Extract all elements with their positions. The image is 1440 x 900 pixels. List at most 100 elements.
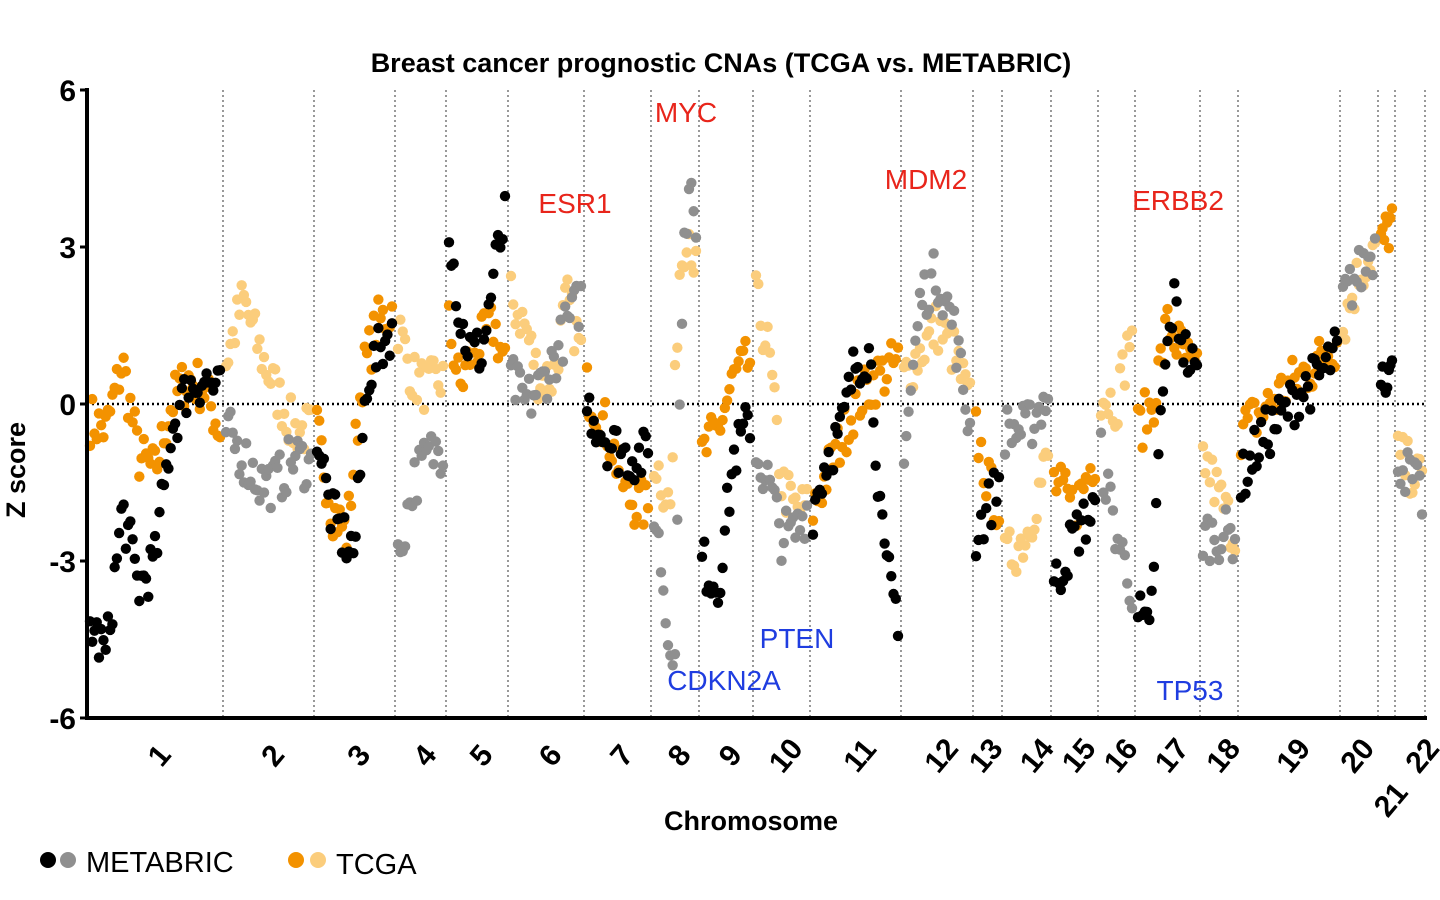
metabric-point-chr17 xyxy=(1157,386,1169,397)
metabric-point-chr14 xyxy=(1015,429,1027,440)
metabric-point-chr1 xyxy=(174,399,185,411)
metabric-point-chr2 xyxy=(274,449,285,460)
metabric-point-chr8 xyxy=(658,585,669,596)
metabric-point-chr22 xyxy=(1395,478,1406,489)
metabric-point-chr19 xyxy=(1329,326,1340,337)
metabric-point-chr1 xyxy=(208,385,219,396)
metabric-point-chr2 xyxy=(227,427,238,438)
legend-tcga-label: TCGA xyxy=(336,849,417,881)
metabric-point-chr2 xyxy=(272,462,283,473)
metabric-point-chr14 xyxy=(1040,405,1051,417)
metabric-point-chr1 xyxy=(107,619,118,630)
tcga-point-chr21 xyxy=(1386,203,1398,214)
tcga-point-chr14 xyxy=(1020,540,1031,551)
tcga-point-chr14 xyxy=(1029,524,1040,535)
tcga-point-chr10 xyxy=(783,469,794,481)
tcga-point-chr2 xyxy=(234,309,245,320)
tcga-point-chr3 xyxy=(373,294,384,305)
metabric-point-chr6 xyxy=(548,351,560,362)
metabric-point-chr8 xyxy=(667,660,678,671)
metabric-point-chr1 xyxy=(100,644,111,656)
legend-tcga-dark-dot xyxy=(288,852,304,868)
tcga-point-chr14 xyxy=(1004,526,1015,537)
metabric-point-chr5 xyxy=(455,328,466,340)
tcga-point-chr8 xyxy=(669,359,681,371)
tcga-point-chr16 xyxy=(1112,418,1123,430)
metabric-point-chr12 xyxy=(942,291,953,302)
metabric-point-chr7 xyxy=(629,474,640,486)
metabric-point-chr7 xyxy=(606,443,618,454)
tcga-point-chr14 xyxy=(1036,477,1047,489)
tcga-point-chr16 xyxy=(1126,325,1138,336)
metabric-point-chr11 xyxy=(861,373,872,384)
tcga-point-chr10 xyxy=(753,278,764,290)
metabric-point-chr7 xyxy=(613,467,624,478)
metabric-point-chr19 xyxy=(1331,335,1343,347)
metabric-point-chr6 xyxy=(553,340,564,351)
metabric-point-chr9 xyxy=(696,551,708,563)
tcga-point-chr10 xyxy=(750,270,762,281)
metabric-point-chr13 xyxy=(991,496,1002,507)
tcga-point-chr1 xyxy=(138,433,149,445)
metabric-point-chr12 xyxy=(903,406,914,417)
tcga-point-chr8 xyxy=(665,499,676,510)
axes xyxy=(85,88,1427,720)
tcga-point-chr6 xyxy=(530,347,542,359)
metabric-point-chr10 xyxy=(790,532,801,543)
tcga-point-chr1 xyxy=(149,445,161,456)
metabric-point-chr12 xyxy=(910,335,921,346)
metabric-point-chr11 xyxy=(845,384,857,395)
metabric-point-chr2 xyxy=(254,495,265,506)
metabric-point-chr11 xyxy=(868,417,879,428)
metabric-point-chr16 xyxy=(1105,481,1116,492)
tcga-point-chr17 xyxy=(1139,387,1151,398)
metabric-point-chr11 xyxy=(807,529,819,540)
metabric-point-chr5 xyxy=(469,337,480,348)
gene-label-erbb2: ERBB2 xyxy=(1132,185,1224,216)
metabric-point-chr11 xyxy=(883,551,895,563)
metabric-point-chr11 xyxy=(886,570,897,582)
metabric-point-chr12 xyxy=(928,248,939,259)
metabric-point-chr9 xyxy=(719,525,731,536)
metabric-point-chr19 xyxy=(1249,424,1260,436)
metabric-point-chr19 xyxy=(1264,448,1276,460)
tcga-point-chr15 xyxy=(1051,486,1062,497)
tcga-point-chr8 xyxy=(688,267,699,278)
tcga-point-chr4 xyxy=(411,394,423,406)
tcga-point-chr14 xyxy=(1042,450,1054,461)
metabric-point-chr1 xyxy=(163,463,174,474)
metabric-point-chr11 xyxy=(848,346,859,357)
metabric-point-chr9 xyxy=(728,444,740,455)
metabric-point-chr5 xyxy=(448,258,459,269)
metabric-point-chr1 xyxy=(181,407,192,419)
metabric-point-chr12 xyxy=(937,310,948,321)
metabric-point-chr11 xyxy=(832,428,843,439)
x-tick-label-chr8: 8 xyxy=(662,739,698,773)
x-tick-label-chr1: 1 xyxy=(142,739,178,773)
metabric-point-chr1 xyxy=(125,516,136,527)
metabric-point-chr11 xyxy=(816,488,828,499)
tcga-point-chr19 xyxy=(1249,397,1260,409)
x-tick-label-chr5: 5 xyxy=(464,739,500,773)
metabric-point-chr3 xyxy=(320,472,332,484)
metabric-point-chr2 xyxy=(245,476,256,487)
tcga-point-chr3 xyxy=(350,418,361,430)
tcga-point-chr10 xyxy=(764,347,776,358)
metabric-point-chr13 xyxy=(970,551,982,562)
metabric-point-chr11 xyxy=(839,401,850,413)
metabric-point-chr19 xyxy=(1267,405,1278,416)
metabric-point-chr11 xyxy=(827,465,839,476)
metabric-point-chr10 xyxy=(753,458,764,470)
tcga-point-chr17 xyxy=(1162,303,1173,315)
tcga-point-chr2 xyxy=(227,326,238,337)
tcga-point-chr4 xyxy=(395,314,406,325)
metabric-point-chr4 xyxy=(435,468,446,479)
tcga-point-chr10 xyxy=(762,321,773,333)
metabric-point-chr8 xyxy=(690,232,702,243)
metabric-point-chr22 xyxy=(1400,486,1411,498)
tcga-point-chr13 xyxy=(973,452,984,464)
x-tick-label-chr16: 16 xyxy=(1098,733,1145,780)
tcga-point-chr16 xyxy=(1117,349,1128,360)
tcga-point-chr4 xyxy=(399,333,411,345)
